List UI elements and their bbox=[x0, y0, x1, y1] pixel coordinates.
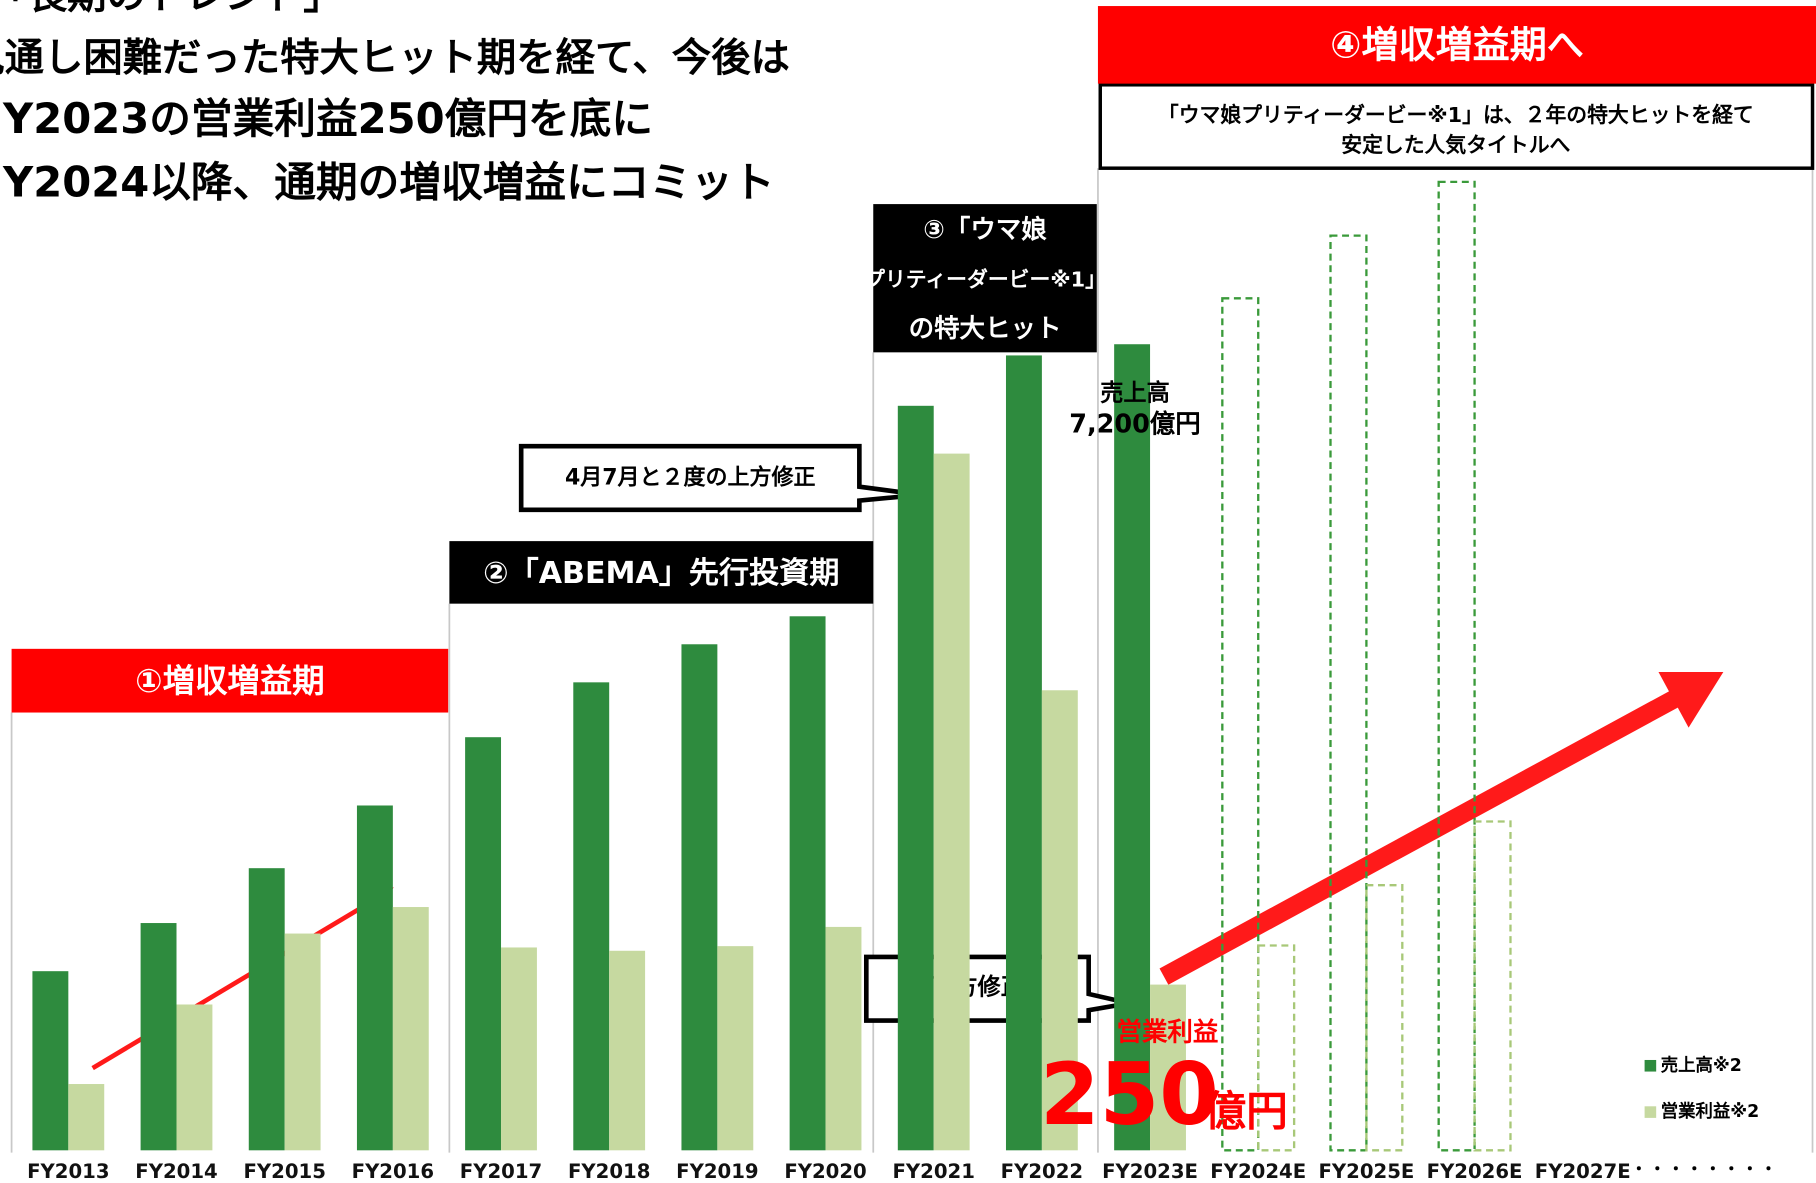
phase-box bbox=[11, 648, 449, 713]
x-tick-label: FY2027E bbox=[1535, 1160, 1631, 1183]
bar bbox=[284, 933, 321, 1151]
legend-swatch bbox=[1644, 1106, 1657, 1118]
phase-label: ②「ABEMA」先行投資期 bbox=[483, 556, 839, 591]
legend-label: 営業利益※2 bbox=[1661, 1101, 1759, 1122]
x-tick-label: FY2016 bbox=[352, 1160, 434, 1183]
phase-label: プリティーダービー※1」 bbox=[864, 268, 1106, 292]
x-tick-label: FY2017 bbox=[460, 1160, 542, 1183]
bar bbox=[68, 1084, 105, 1151]
title-line: FY2023の営業利益250億円を底に bbox=[0, 94, 653, 143]
phase-label: ①増収増益期 bbox=[135, 662, 324, 700]
bar bbox=[1365, 883, 1404, 1152]
bar bbox=[1257, 944, 1296, 1152]
phase-label: ③「ウマ娘 bbox=[923, 215, 1047, 245]
bar bbox=[1473, 820, 1512, 1152]
bar bbox=[1150, 984, 1186, 1151]
phase-box bbox=[873, 204, 1097, 353]
bar bbox=[501, 947, 537, 1151]
x-tick-label: FY2026E bbox=[1427, 1160, 1523, 1183]
phase-box bbox=[1097, 6, 1816, 84]
callout-text: 4月7月と２度の上方修正 bbox=[565, 465, 816, 491]
phase-borders bbox=[10, 168, 1814, 1153]
continuation: ・・・・・・・・ bbox=[1631, 1160, 1779, 1179]
x-tick-label: FY2018 bbox=[568, 1160, 650, 1183]
bar bbox=[1437, 180, 1476, 1152]
bar bbox=[573, 682, 610, 1151]
bar bbox=[392, 907, 429, 1151]
note-text: 「ウマ娘プリティーダービー※1」は、２年の特大ヒットを経て bbox=[1158, 103, 1754, 127]
callout-1 bbox=[518, 443, 922, 513]
x-tick-label: FY2022 bbox=[1001, 1160, 1083, 1183]
x-tick-label: FY2019 bbox=[676, 1160, 758, 1183]
bar bbox=[465, 737, 502, 1151]
bar bbox=[176, 1004, 213, 1151]
bar bbox=[1041, 690, 1078, 1151]
x-tick-label: FY2013 bbox=[27, 1160, 109, 1183]
bar bbox=[140, 923, 177, 1151]
phase-label: の特大ヒット bbox=[909, 314, 1062, 344]
x-tick-label: FY2025E bbox=[1318, 1160, 1414, 1183]
x-tick-label: FY2023E bbox=[1102, 1160, 1198, 1183]
annotation: 億円 bbox=[1204, 1086, 1287, 1135]
bar bbox=[609, 950, 646, 1151]
bar bbox=[1005, 355, 1042, 1151]
title-line: 見通し困難だった特大ヒット期を経て、今後は bbox=[0, 35, 790, 81]
phase-box bbox=[449, 541, 874, 604]
bar bbox=[1329, 234, 1368, 1152]
note-box bbox=[1098, 83, 1815, 170]
bar bbox=[356, 805, 393, 1151]
annotation: 売上高 bbox=[1100, 380, 1169, 407]
bar bbox=[933, 453, 970, 1151]
x-tick-label: FY2021 bbox=[892, 1160, 974, 1183]
phase-label: ④増収増益期へ bbox=[1330, 24, 1584, 67]
x-tick-label: FY2024E bbox=[1210, 1160, 1306, 1183]
bar bbox=[1221, 297, 1260, 1152]
bar bbox=[717, 946, 754, 1151]
x-tick-label: FY2014 bbox=[135, 1160, 217, 1183]
bar bbox=[681, 644, 718, 1151]
x-tick-label: FY2020 bbox=[784, 1160, 866, 1183]
annotation: 250 bbox=[1040, 1045, 1219, 1145]
legend-label: 売上高※2 bbox=[1661, 1055, 1742, 1076]
bar bbox=[897, 405, 934, 1151]
legend-swatch bbox=[1644, 1059, 1657, 1072]
title-line: 「長期のトレンド」 bbox=[0, 0, 343, 18]
bar bbox=[789, 616, 826, 1151]
note-text: 安定した人気タイトルへ bbox=[1341, 133, 1570, 157]
annotation: 7,200億円 bbox=[1069, 409, 1201, 439]
annotation: 営業利益 bbox=[1116, 1017, 1218, 1047]
bar bbox=[1114, 344, 1151, 1151]
bar bbox=[825, 926, 862, 1151]
bar bbox=[32, 971, 69, 1151]
x-tick-label: FY2015 bbox=[243, 1160, 325, 1183]
title-line: FY2024以降、通期の増収増益にコミット bbox=[0, 158, 775, 207]
bar bbox=[248, 868, 285, 1151]
